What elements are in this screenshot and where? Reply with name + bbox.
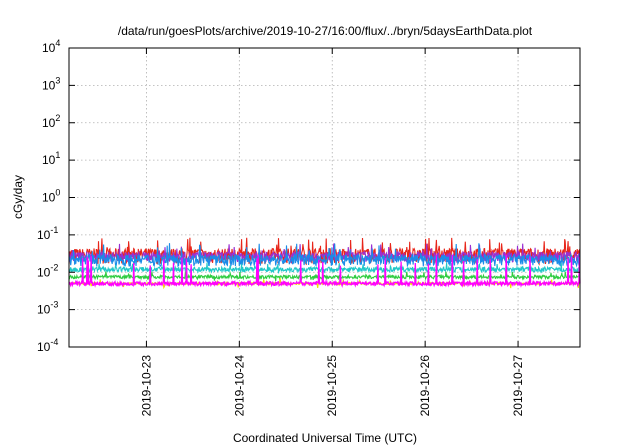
x-tick-label: 2019-10-25 [325, 355, 339, 417]
x-tick-label: 2019-10-24 [232, 355, 246, 417]
y-tick-label: 10-2 [37, 262, 58, 279]
y-tick-label: 104 [42, 38, 60, 55]
y-tick-label: 100 [42, 188, 60, 205]
y-axis-label: cGy/day [11, 175, 25, 219]
grid [69, 48, 580, 347]
series-line [68, 262, 581, 274]
y-tick-label: 101 [42, 150, 60, 167]
ticks: 10-4 10-3 10-2 10-1 100 101 102 103 104 2019-10-2… [37, 38, 580, 416]
series-line [68, 271, 581, 282]
x-tick-label: 2019-10-27 [511, 355, 525, 417]
x-tick-label: 2019-10-23 [139, 355, 153, 417]
y-tick-label: 102 [42, 113, 60, 130]
series-line [68, 237, 581, 266]
y-tick-label: 10-3 [37, 300, 58, 317]
series-group [68, 237, 581, 290]
chart-title: /data/run/goesPlots/archive/2019-10-27/1… [118, 24, 533, 38]
x-axis-label: Coordinated Universal Time (UTC) [233, 431, 417, 445]
series-line [68, 243, 581, 268]
x-tick-label: 2019-10-26 [418, 355, 432, 417]
y-tick-label: 103 [42, 75, 60, 92]
y-tick-label: 10-4 [37, 337, 58, 354]
series-line [68, 254, 581, 289]
y-tick-label: 10-1 [37, 225, 58, 242]
